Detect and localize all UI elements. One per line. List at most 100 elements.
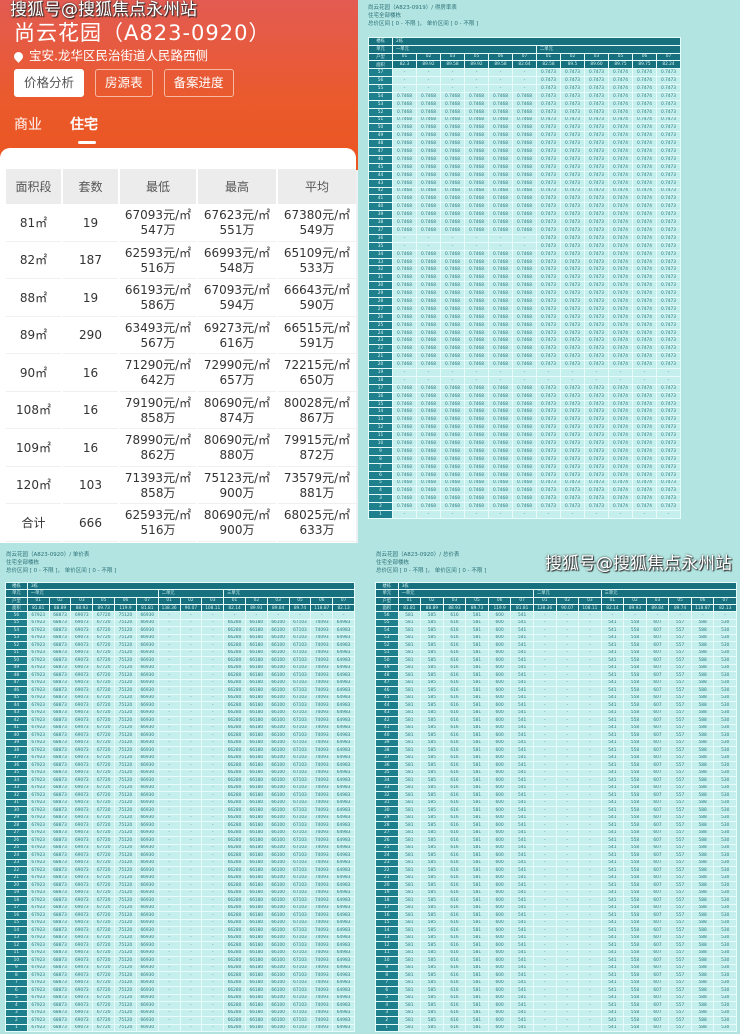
grid-cell: 02: [560, 52, 585, 62]
grid-cell: 0.7468: [512, 170, 537, 180]
grid-cell: 28: [5, 821, 28, 830]
grid-cell: -: [555, 618, 580, 628]
grid-cell: 585: [420, 641, 444, 650]
grid-cell: 0.7468: [416, 139, 441, 149]
grid-cell: 30: [375, 806, 399, 815]
grid-cell: 0.7474: [608, 431, 633, 441]
grid-cell: 0.7468: [392, 265, 417, 275]
grid-cell: 616: [442, 753, 467, 763]
floor-row: 9 581 585 616 581 600 541- - -541 558 607 557 588 530: [375, 963, 737, 973]
grid-cell: 0.7474: [632, 83, 657, 93]
grid-cell: 0.7468: [512, 281, 537, 291]
price-analysis-button[interactable]: 价格分析: [14, 69, 85, 97]
grid-cell: 66280: [223, 663, 246, 673]
grid-cell: 581: [465, 978, 489, 988]
grid-cell: 67103: [288, 783, 312, 793]
floor-row: 42 0.7468 0.7468 0.7468 0.7468 0.7468 0.7468 0.…: [368, 186, 681, 196]
listing-table-button[interactable]: 房源表: [95, 69, 153, 97]
grid-cell: 119.9: [114, 603, 137, 613]
tab-commercial[interactable]: 商业: [14, 117, 42, 133]
grid-cell: 66930: [135, 851, 159, 860]
grid-cell: 585: [420, 1023, 444, 1033]
grid-cell: 66930: [135, 671, 159, 680]
grid-cell: 0.7468: [392, 502, 417, 512]
grid-cell: 0.7474: [608, 162, 633, 172]
grid-cell: 66280: [223, 618, 246, 628]
grid-cell: 0.7473: [584, 399, 609, 409]
grid-cell: 616: [442, 663, 467, 673]
grid-cell: 0.7468: [512, 123, 537, 133]
sheet-subtitle: 住宅全部楼栋: [376, 560, 410, 566]
grid-cell: 0.7473: [656, 297, 681, 306]
grid-cell: -: [578, 791, 602, 800]
grid-cell: 616: [442, 738, 467, 748]
grid-cell: 67923: [26, 753, 50, 763]
grid-cell: -: [179, 956, 203, 965]
grid-cell: 607: [645, 641, 670, 650]
grid-cell: 0.7468: [488, 139, 513, 149]
grid-cell: 0.7468: [488, 462, 513, 472]
grid-cell: 607: [645, 948, 670, 958]
grid-cell: -: [157, 776, 181, 785]
grid-cell: 67103: [288, 686, 312, 695]
grid-cell: 581: [397, 716, 422, 725]
grid-cell: 0.7468: [440, 478, 465, 488]
floor-row: 37 581 585 616 581 600 541- - -541 558 607 557 588 53…: [375, 753, 737, 763]
grid-cell: 67720: [92, 993, 116, 1003]
grid-cell: 66100: [266, 828, 290, 838]
grid-cell: 66180: [244, 633, 268, 643]
grid-cell: 530: [713, 836, 737, 845]
table-cell: 62593元/㎡ 516万: [120, 243, 196, 279]
floor-row: 28 67923 68873 69073 67720 75120 66930- - -66280…: [5, 821, 355, 830]
grid-cell: 0.7468: [392, 312, 417, 322]
tab-residential[interactable]: 住宅: [70, 114, 98, 144]
grid-cell: 89.73: [465, 603, 489, 613]
grid-cell: 530: [713, 633, 737, 643]
floor-row: 6 581 585 616 581 600 541- - -541 558 607 557 588 530: [375, 986, 737, 995]
grid-cell: 0.7473: [656, 454, 681, 464]
grid-cell: 66930: [135, 678, 159, 688]
grid-cell: 0.7468: [488, 336, 513, 346]
grid-cell: 67923: [26, 888, 50, 898]
sheet-breadcrumb: 尚云花园（A823-0920）/ 总价表: [376, 552, 460, 558]
grid-cell: 90.07: [179, 603, 203, 613]
grid-cell: 530: [713, 641, 737, 650]
grid-cell: 581: [397, 843, 422, 853]
grid-cell: 600: [487, 701, 512, 710]
grid-cell: 66280: [223, 768, 246, 778]
grid-cell: 67923: [26, 768, 50, 778]
floor-row: 26 581 585 616 581 600 541- - -541 558 607 557 588 53…: [375, 836, 737, 845]
grid-cell: -: [555, 843, 580, 853]
grid-cell: 0.7473: [536, 218, 561, 227]
floor-row: 21 581 585 616 581 600 541- - -541 558 607 557 588 53…: [375, 873, 737, 883]
grid-cell: 600: [487, 626, 512, 635]
grid-cell: 0.7473: [584, 344, 609, 354]
grid-cell: 67103: [288, 1016, 312, 1025]
grid-cell: 0.7473: [536, 139, 561, 149]
grid-cell: 67720: [92, 903, 116, 913]
grid-cell: 585: [420, 851, 444, 860]
grid-cell: 541: [510, 843, 534, 853]
grid-cell: 02: [179, 596, 203, 605]
grid-cell: 588: [690, 783, 715, 793]
grid-cell: 530: [713, 926, 737, 935]
grid-cell: 530: [713, 791, 737, 800]
grid-cell: 0.7473: [536, 265, 561, 275]
column-header: 面积段: [6, 169, 61, 204]
grid-cell: 0.7473: [560, 383, 585, 393]
grid-cell: 0.7473: [656, 83, 681, 93]
floor-row: 40 0.7468 0.7468 0.7468 0.7468 0.7468 0.7468 0.…: [368, 202, 681, 212]
grid-cell: 607: [645, 858, 670, 868]
grid-cell: 530: [713, 723, 737, 733]
grid-cell: -: [532, 648, 557, 658]
grid-cell: 0.7468: [464, 446, 489, 456]
grid-cell: 600: [487, 783, 512, 793]
filing-progress-button[interactable]: 备案进度: [163, 69, 234, 97]
grid-cell: 558: [623, 618, 647, 628]
grid-cell: 66280: [223, 956, 246, 965]
grid-cell: 0.7473: [584, 178, 609, 188]
grid-cell: 607: [645, 671, 670, 680]
grid-cell: 581: [465, 851, 489, 860]
grid-cell: 74093: [310, 1016, 334, 1025]
grid-cell: 0.7468: [512, 257, 537, 267]
